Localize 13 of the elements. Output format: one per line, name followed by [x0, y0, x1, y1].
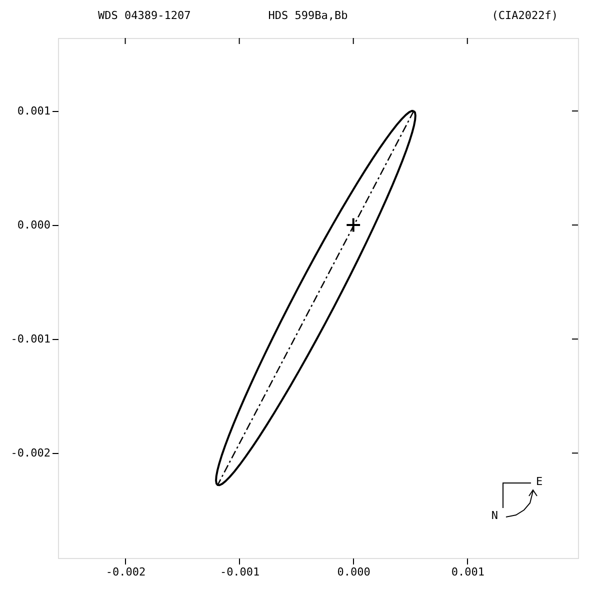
x-tick-label: 0.001	[451, 566, 484, 578]
x-tick-label: 0.000	[337, 566, 370, 578]
y-tick-label: 0.000	[17, 218, 50, 232]
x-tick-label: -0.002	[106, 566, 146, 578]
chart-title: HDS 599Ba,Bb	[268, 9, 348, 22]
y-tick-label: -0.001	[10, 332, 50, 346]
annotation: E	[536, 475, 543, 488]
text: (CIA2022f)	[492, 9, 558, 22]
text: WDS 04389-1207	[98, 9, 191, 22]
x-tick-label: -0.001	[220, 566, 260, 578]
y-tick-label: 0.001	[17, 104, 50, 118]
annotation: N	[491, 509, 498, 522]
y-tick-label: -0.002	[10, 446, 50, 460]
